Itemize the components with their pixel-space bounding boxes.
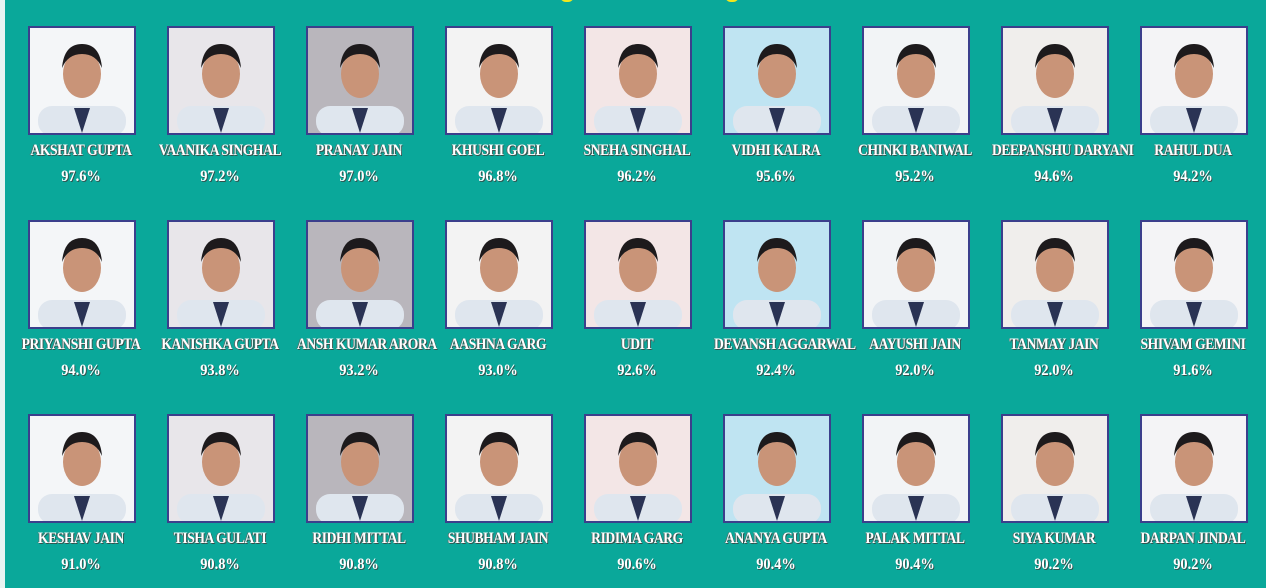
student-photo (584, 414, 692, 523)
student-score: 97.2% (200, 168, 240, 185)
student-score: 95.2% (895, 168, 935, 185)
left-edge (0, 0, 5, 588)
student-photo (862, 414, 970, 523)
student-score: 93.0% (478, 362, 518, 379)
student-name: PRIYANSHI GUPTA (21, 336, 141, 353)
student-name: KANISHKA GUPTA (161, 336, 279, 353)
student-photo (862, 220, 970, 329)
student-photo (584, 26, 692, 135)
student-score: 93.2% (339, 362, 379, 379)
student-score: 94.6% (1034, 168, 1074, 185)
student-name: AKSHAT GUPTA (30, 142, 132, 159)
student-photo (1001, 26, 1109, 135)
student-name: DEVANSH AGGARWAL (713, 336, 856, 353)
student-photo (167, 414, 275, 523)
student-name: KESHAV JAIN (38, 530, 124, 547)
student-score: 92.0% (1034, 362, 1074, 379)
student-name: SNEHA SINGHAL (583, 142, 691, 159)
title-fragment (560, 0, 574, 2)
student-photo (723, 414, 831, 523)
student-name: PALAK MITTAL (865, 530, 965, 547)
student-score: 91.6% (1173, 362, 1213, 379)
student-photo (584, 220, 692, 329)
student-name: ANSH KUMAR ARORA (296, 336, 437, 353)
student-score: 93.8% (200, 362, 240, 379)
student-name: RAHUL DUA (1154, 142, 1232, 159)
student-photo (306, 414, 414, 523)
student-name: VIDHI KALRA (731, 142, 821, 159)
student-name: VAANIKA SINGHAL (158, 142, 282, 159)
student-name: CHINKI BANIWAL (858, 142, 972, 159)
student-photo (445, 414, 553, 523)
student-photo (306, 220, 414, 329)
student-name: KHUSHI GOEL (451, 142, 545, 159)
student-photo (723, 220, 831, 329)
student-score: 96.8% (478, 168, 518, 185)
student-score: 92.6% (617, 362, 657, 379)
student-score: 96.2% (617, 168, 657, 185)
student-score: 90.8% (339, 556, 379, 573)
student-score: 95.6% (756, 168, 796, 185)
student-score: 97.0% (339, 168, 379, 185)
student-photo (28, 220, 136, 329)
student-name: DARPAN JINDAL (1140, 530, 1246, 547)
student-photo (445, 220, 553, 329)
student-photo (167, 26, 275, 135)
student-score: 90.8% (478, 556, 518, 573)
student-photo (167, 220, 275, 329)
student-score: 97.6% (61, 168, 101, 185)
student-name: RIDIMA GARG (591, 530, 683, 547)
student-photo (306, 26, 414, 135)
title-fragment (725, 0, 739, 2)
student-photo (1140, 220, 1248, 329)
student-name: SHUBHAM JAIN (447, 530, 549, 547)
student-photo (28, 414, 136, 523)
student-name: PRANAY JAIN (315, 142, 403, 159)
student-score: 92.4% (756, 362, 796, 379)
student-photo (862, 26, 970, 135)
student-name: RIDHI MITTAL (312, 530, 406, 547)
student-name: ANANYA GUPTA (725, 530, 827, 547)
student-name: TISHA GULATI (173, 530, 267, 547)
student-photo (1140, 414, 1248, 523)
student-score: 90.2% (1173, 556, 1213, 573)
student-name: TANMAY JAIN (1009, 336, 1099, 353)
student-photo (1001, 220, 1109, 329)
student-photo (445, 26, 553, 135)
student-score: 90.4% (756, 556, 796, 573)
student-score: 94.2% (1173, 168, 1213, 185)
student-name: DEEPANSHU DARYANI (991, 142, 1134, 159)
student-name: AASHNA GARG (449, 336, 547, 353)
student-photo (28, 26, 136, 135)
student-photo (723, 26, 831, 135)
student-name: UDIT (620, 336, 654, 353)
student-name: SHIVAM GEMINI (1140, 336, 1246, 353)
student-score: 92.0% (895, 362, 935, 379)
student-score: 90.4% (895, 556, 935, 573)
student-score: 90.2% (1034, 556, 1074, 573)
student-score: 90.6% (617, 556, 657, 573)
student-name: SIYA KUMAR (1012, 530, 1096, 547)
student-score: 91.0% (61, 556, 101, 573)
student-name: AAYUSHI JAIN (869, 336, 961, 353)
student-score: 94.0% (61, 362, 101, 379)
student-photo (1001, 414, 1109, 523)
student-score: 90.8% (200, 556, 240, 573)
student-photo (1140, 26, 1248, 135)
